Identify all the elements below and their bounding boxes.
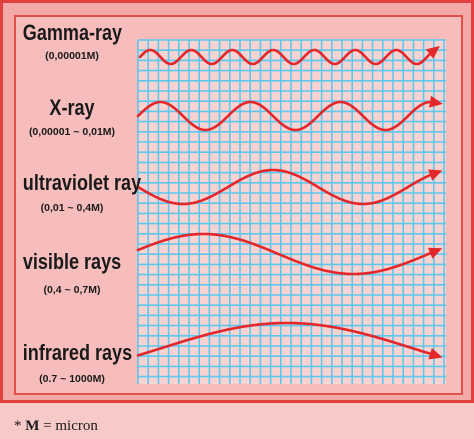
label-infrared-rays-range: (0.7 ~ 1000M) — [39, 373, 105, 385]
label-visible-rays-range: (0,4 ~ 0,7M) — [43, 284, 101, 296]
infrared-rays-wave-arrowhead — [428, 347, 443, 360]
footnote-symbol: M — [25, 418, 40, 434]
footnote: * M = micron — [14, 418, 98, 435]
visible-rays-wave — [136, 232, 435, 276]
label-gamma-ray: Gamma-ray (0,00001M) — [12, 20, 132, 63]
label-gamma-ray-name: Gamma-ray — [22, 20, 123, 45]
footnote-text: = micron — [39, 418, 98, 434]
label-ultraviolet-ray-range: (0,01 ~ 0,4M) — [40, 202, 104, 214]
gamma-ray-wave — [138, 48, 434, 66]
label-x-ray-range: (0,00001 ~ 0,01M) — [28, 126, 116, 138]
grid-lines — [137, 39, 446, 384]
wave-diagram — [136, 39, 446, 384]
label-visible-rays: visible rays (0,4 ~ 0,7M) — [12, 249, 132, 297]
visible-rays-wave-arrowhead — [427, 247, 443, 259]
footnote-star: * — [14, 418, 22, 434]
label-gamma-ray-range: (0,00001M) — [45, 50, 99, 62]
label-ultraviolet-ray-name: ultraviolet ray — [22, 170, 142, 195]
ultraviolet-ray-wave — [136, 168, 435, 206]
x-ray-wave — [136, 100, 435, 132]
infrared-rays-wave — [136, 321, 435, 357]
label-x-ray-name: X-ray — [49, 95, 95, 120]
gamma-ray-wave-arrowhead — [425, 46, 440, 59]
ultraviolet-ray-wave-arrowhead — [428, 169, 443, 181]
label-ultraviolet-ray: ultraviolet ray (0,01 ~ 0,4M) — [12, 170, 142, 215]
label-infrared-rays-name: infrared rays — [22, 340, 133, 365]
label-x-ray: X-ray (0,00001 ~ 0,01M) — [12, 95, 132, 139]
label-infrared-rays: infrared rays (0.7 ~ 1000M) — [12, 340, 133, 386]
label-visible-rays-name: visible rays — [22, 249, 122, 274]
x-ray-wave-arrowhead — [429, 95, 443, 108]
